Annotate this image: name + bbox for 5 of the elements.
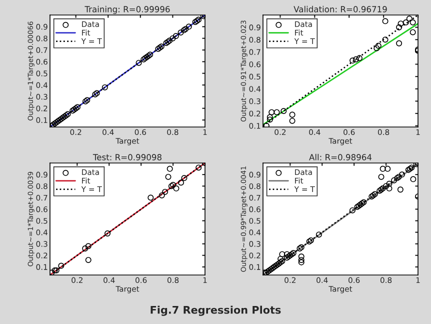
chart-title: Validation: R=0.96719 — [294, 6, 387, 12]
chart-title: Training: R=0.99996 — [84, 6, 170, 14]
chart-title: Test: R=0.99098 — [92, 154, 162, 160]
caption: Fig.7 Regression Plots — [150, 306, 281, 316]
chart-title: All: R=0.98964 — [309, 154, 372, 160]
